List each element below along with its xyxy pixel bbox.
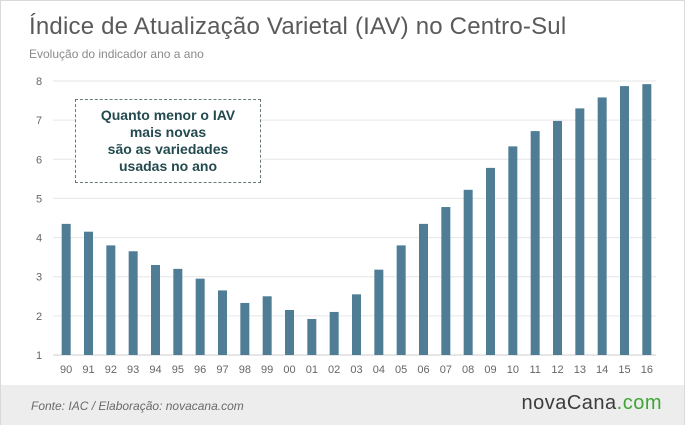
bar xyxy=(84,231,93,355)
bar xyxy=(597,97,607,355)
footer-bar: Fonte: IAC / Elaboração: novacana.com no… xyxy=(1,385,684,425)
x-tick-label: 12 xyxy=(551,364,563,376)
y-tick-label: 5 xyxy=(36,193,42,205)
annotation-box: Quanto menor o IAV mais novas são as var… xyxy=(75,99,261,183)
annotation-line: são as variedades xyxy=(107,141,229,157)
y-tick-label: 3 xyxy=(36,272,42,284)
bar xyxy=(173,268,183,355)
x-tick-label: 97 xyxy=(216,364,228,376)
bar xyxy=(620,86,629,356)
x-tick-label: 00 xyxy=(283,364,295,376)
y-tick-label: 1 xyxy=(36,350,42,362)
y-tick-label: 4 xyxy=(36,233,42,245)
bar xyxy=(106,245,116,355)
source-text: Fonte: IAC / Elaboração: novacana.com xyxy=(31,399,244,413)
novacana-logo: novaCana.com xyxy=(521,392,662,415)
x-tick-label: 16 xyxy=(641,364,653,376)
logo-suffix: .com xyxy=(616,392,662,414)
bar xyxy=(396,245,406,355)
y-tick-label: 6 xyxy=(36,154,42,166)
bar xyxy=(151,264,160,355)
bar xyxy=(262,296,272,355)
x-tick-label: 96 xyxy=(194,364,206,376)
x-tick-label: 05 xyxy=(395,364,407,376)
bar xyxy=(195,278,205,355)
annotation-line: usadas no ano xyxy=(118,158,218,174)
bar xyxy=(218,290,227,355)
y-tick-label: 2 xyxy=(36,311,42,323)
bar xyxy=(352,294,361,355)
x-tick-label: 01 xyxy=(306,364,318,376)
x-tick-label: 04 xyxy=(373,364,385,376)
bar xyxy=(61,223,71,355)
logo-brand: Cana xyxy=(566,392,617,414)
chart-subtitle: Evolução do indicador ano a ano xyxy=(29,47,204,61)
x-tick-label: 06 xyxy=(417,364,429,376)
bar xyxy=(508,146,518,355)
x-tick-label: 07 xyxy=(440,364,452,376)
x-tick-label: 92 xyxy=(105,364,117,376)
x-tick-label: 98 xyxy=(239,364,251,376)
annotation-line: Quanto menor o IAV xyxy=(100,107,236,123)
x-tick-label: 90 xyxy=(60,364,72,376)
x-tick-label: 93 xyxy=(127,364,139,376)
x-tick-label: 03 xyxy=(350,364,362,376)
bar xyxy=(575,108,585,356)
bar xyxy=(374,269,384,355)
bar xyxy=(307,318,317,355)
bar xyxy=(419,223,428,355)
x-tick-label: 99 xyxy=(261,364,273,376)
bar xyxy=(530,131,540,355)
x-tick-label: 95 xyxy=(172,364,184,376)
bar xyxy=(486,167,495,355)
x-tick-label: 91 xyxy=(82,364,94,376)
bar xyxy=(553,120,562,355)
x-tick-label: 10 xyxy=(507,364,519,376)
x-tick-label: 15 xyxy=(618,364,630,376)
bar xyxy=(329,311,339,355)
x-tick-label: 94 xyxy=(149,364,161,376)
bar xyxy=(642,84,652,355)
bar xyxy=(285,309,294,355)
x-tick-label: 13 xyxy=(574,364,586,376)
logo-main: nova xyxy=(521,392,567,414)
x-tick-label: 09 xyxy=(484,364,496,376)
x-tick-label: 11 xyxy=(529,364,540,376)
bar xyxy=(441,207,451,355)
x-tick-label: 02 xyxy=(328,364,340,376)
bar xyxy=(463,189,473,355)
chart-title: Índice de Atualização Varietal (IAV) no … xyxy=(29,13,567,40)
x-tick-label: 14 xyxy=(596,364,608,376)
bar xyxy=(240,302,250,355)
y-tick-label: 7 xyxy=(36,115,42,127)
x-tick-label: 08 xyxy=(462,364,474,376)
bar xyxy=(128,251,138,355)
annotation-line: mais novas xyxy=(129,124,207,140)
y-tick-label: 8 xyxy=(36,76,42,88)
